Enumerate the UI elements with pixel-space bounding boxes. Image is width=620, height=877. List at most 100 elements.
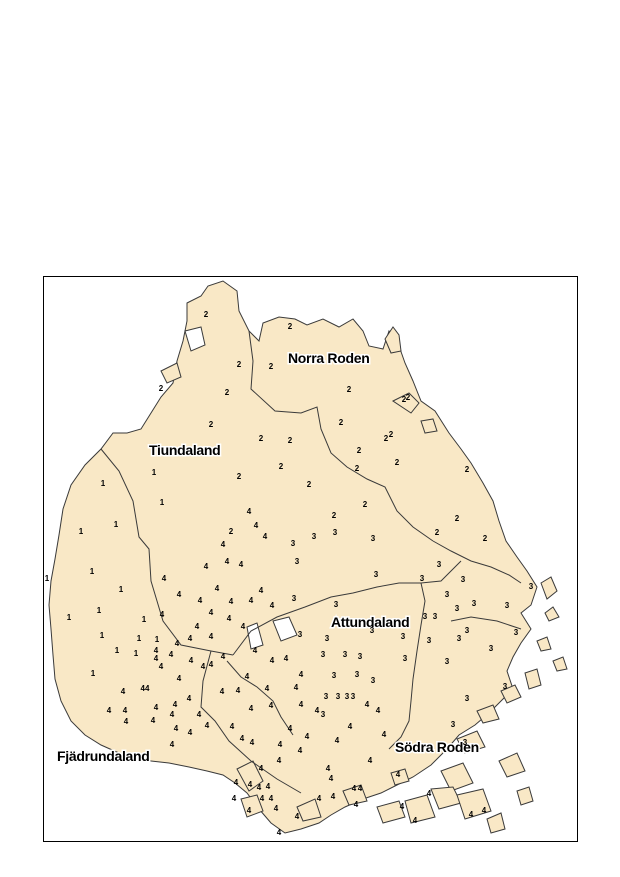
parish-marker-region-4: 4 (220, 687, 225, 696)
parish-marker-region-4: 4 (174, 724, 179, 733)
parish-marker-region-3: 3 (325, 634, 330, 643)
parish-marker-region-4: 4 (195, 622, 200, 631)
parish-marker-region-2: 2 (455, 514, 460, 523)
parish-marker-region-4: 4 (159, 662, 164, 671)
parish-marker-region-3: 3 (292, 594, 297, 603)
parish-marker-region-2: 2 (237, 360, 242, 369)
parish-marker-region-3: 3 (401, 632, 406, 641)
parish-marker-region-3: 3 (351, 692, 356, 701)
parish-marker-region-4: 4 (352, 784, 357, 793)
parish-marker-region-3: 3 (445, 590, 450, 599)
parish-marker-region-2: 2 (288, 322, 293, 331)
parish-marker-region-4: 4 (253, 646, 258, 655)
region-label-fjadrundaland: Fjädrundaland (57, 748, 150, 764)
parish-marker-region-3: 3 (370, 626, 375, 635)
parish-marker-region-2: 2 (159, 384, 164, 393)
parish-marker-region-4: 4 (257, 783, 262, 792)
parish-marker-region-2: 2 (339, 418, 344, 427)
parish-marker-region-1: 1 (152, 468, 157, 477)
parish-marker-region-4: 4 (259, 586, 264, 595)
parish-marker-region-3: 3 (332, 671, 337, 680)
parish-marker-region-3: 3 (298, 630, 303, 639)
parish-marker-region-3: 3 (291, 539, 296, 548)
parish-marker-region-2: 2 (402, 395, 407, 404)
parish-marker-region-4: 4 (482, 806, 487, 815)
parish-marker-region-4: 4 (240, 734, 245, 743)
parish-marker-region-4: 4 (170, 710, 175, 719)
parish-marker-region-4: 4 (188, 728, 193, 737)
parish-marker-region-4: 4 (265, 684, 270, 693)
parish-marker-region-2: 2 (395, 458, 400, 467)
parish-marker-region-2: 2 (225, 388, 230, 397)
parish-marker-region-4: 4 (348, 722, 353, 731)
parish-marker-region-4: 4 (469, 810, 474, 819)
parish-marker-region-4: 4 (284, 654, 289, 663)
parish-marker-region-1: 1 (90, 567, 95, 576)
parish-marker-region-2: 2 (279, 462, 284, 471)
parish-marker-region-4: 4 (413, 816, 418, 825)
parish-marker-region-3: 3 (343, 650, 348, 659)
parish-marker-region-1: 1 (100, 631, 105, 640)
lakes (184, 326, 298, 650)
parish-marker-region-3: 3 (433, 612, 438, 621)
parish-marker-region-2: 2 (435, 528, 440, 537)
region-label-norra-roden: Norra Roden (288, 350, 370, 366)
parish-marker-region-4: 4 (382, 730, 387, 739)
parish-marker-region-4: 4 (358, 784, 363, 793)
parish-marker-region-3: 3 (355, 670, 360, 679)
parish-marker-region-3: 3 (465, 626, 470, 635)
parish-marker-region-1: 1 (137, 634, 142, 643)
parish-marker-region-4: 4 (270, 656, 275, 665)
parish-marker-region-4: 4 (245, 672, 250, 681)
parish-marker-region-3: 3 (371, 676, 376, 685)
parish-marker-region-4: 4 (277, 828, 282, 837)
parish-marker-region-3: 3 (489, 644, 494, 653)
parish-marker-region-2: 2 (259, 434, 264, 443)
parish-marker-region-4: 4 (329, 774, 334, 783)
region-borders (100, 330, 522, 794)
islands (160, 326, 568, 834)
region-label-tiundaland: Tiundaland (149, 442, 220, 458)
parish-marker-region-3: 3 (505, 601, 510, 610)
parish-marker-region-1: 1 (119, 585, 124, 594)
parish-marker-region-1: 1 (115, 646, 120, 655)
parish-marker-region-3: 3 (455, 604, 460, 613)
parish-marker-region-3: 3 (503, 682, 508, 691)
parish-marker-region-2: 2 (209, 420, 214, 429)
parish-marker-region-2: 2 (204, 310, 209, 319)
parish-marker-region-3: 3 (451, 720, 456, 729)
parish-marker-region-4: 4 (298, 746, 303, 755)
parish-marker-region-4: 4 (124, 717, 129, 726)
parish-marker-region-4: 4 (232, 794, 237, 803)
parish-marker-region-2: 2 (355, 464, 360, 473)
parish-marker-region-4: 4 (376, 706, 381, 715)
parish-marker-region-4: 4 (236, 686, 241, 695)
parish-marker-region-4: 4 (188, 634, 193, 643)
parish-marker-region-4: 4 (187, 694, 192, 703)
parish-marker-region-2: 2 (357, 446, 362, 455)
parish-marker-region-3: 3 (295, 557, 300, 566)
parish-marker-region-1: 1 (101, 479, 106, 488)
parish-marker-region-2: 2 (229, 527, 234, 536)
parish-marker-region-4: 4 (225, 557, 230, 566)
parish-marker-region-4: 4 (170, 740, 175, 749)
parish-marker-region-3: 3 (445, 657, 450, 666)
parish-marker-region-4: 4 (335, 736, 340, 745)
parish-marker-region-4: 4 (198, 596, 203, 605)
parish-marker-region-3: 3 (465, 694, 470, 703)
parish-marker-region-4: 4 (121, 687, 126, 696)
region-label-attundaland: Attundaland (331, 614, 409, 630)
parish-marker-region-4: 4 (294, 683, 299, 692)
parish-marker-region-4: 4 (247, 507, 252, 516)
parish-marker-region-4: 4 (269, 701, 274, 710)
map-frame: Norra Roden Tiundaland Attundaland Fjädr… (43, 276, 578, 842)
parish-marker-region-3: 3 (312, 532, 317, 541)
parish-marker-region-4: 4 (221, 652, 226, 661)
parish-marker-region-3: 3 (457, 634, 462, 643)
land-mass (48, 280, 538, 834)
parish-marker-region-4: 4 (209, 608, 214, 617)
parish-marker-region-4: 4 (249, 596, 254, 605)
parish-marker-region-4: 4 (215, 584, 220, 593)
parish-marker-region-3: 3 (321, 710, 326, 719)
parish-marker-region-3: 3 (420, 574, 425, 583)
